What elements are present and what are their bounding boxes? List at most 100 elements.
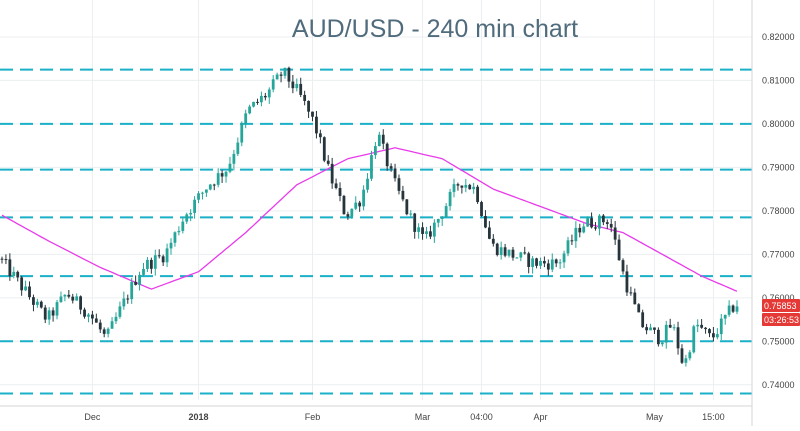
- candle-body: [260, 95, 263, 103]
- candle-body: [32, 297, 35, 305]
- candle-body: [43, 307, 47, 320]
- candle-body: [535, 258, 538, 266]
- candle-body: [708, 329, 711, 334]
- candle-body: [59, 296, 63, 303]
- candle-body: [637, 304, 641, 313]
- candle-body: [653, 327, 656, 330]
- candle-body: [696, 324, 700, 327]
- candle-body: [393, 168, 397, 179]
- candle-body: [495, 243, 499, 256]
- candle-body: [39, 301, 43, 308]
- candle-body: [429, 231, 432, 237]
- candle-body: [456, 184, 460, 186]
- candle-body: [381, 134, 385, 144]
- candles-layer: [0, 66, 739, 367]
- candle-body: [146, 259, 149, 269]
- candle-body: [633, 292, 637, 305]
- candle-body: [232, 153, 236, 164]
- candle-body: [224, 171, 228, 177]
- candle-body: [263, 95, 267, 98]
- candle-body: [185, 214, 189, 222]
- candle-body: [228, 163, 232, 172]
- candle-body: [208, 184, 212, 190]
- candle-body: [562, 253, 566, 263]
- candle-body: [189, 212, 193, 215]
- candle-body: [197, 193, 200, 200]
- candle-body: [401, 190, 405, 200]
- candle-body: [153, 255, 157, 269]
- candle-body: [110, 321, 114, 329]
- candle-body: [448, 191, 452, 207]
- x-tick-label: Mar: [415, 412, 431, 422]
- candle-body: [385, 143, 389, 167]
- candle-body: [244, 113, 248, 124]
- candle-body: [554, 259, 558, 264]
- y-tick-label: 0.77000: [762, 249, 795, 259]
- candle-body: [256, 101, 259, 103]
- candle-body: [354, 202, 358, 209]
- candle-body: [318, 133, 322, 138]
- candle-body: [63, 294, 67, 297]
- candle-body: [79, 296, 83, 310]
- candle-body: [712, 333, 715, 338]
- candle-body: [515, 257, 519, 259]
- candle-body: [287, 67, 291, 82]
- candle-body: [723, 314, 727, 319]
- candle-body: [601, 215, 605, 223]
- candle-body: [126, 298, 130, 300]
- candle-body: [436, 218, 440, 223]
- candle-body: [220, 173, 224, 177]
- candle-body: [98, 322, 102, 330]
- candle-body: [334, 183, 338, 189]
- candle-body: [523, 252, 527, 254]
- candle-body: [279, 74, 283, 76]
- candle-body: [267, 89, 271, 98]
- candle-body: [252, 101, 255, 107]
- candle-body: [605, 222, 609, 224]
- candle-body: [413, 213, 417, 232]
- y-tick-label: 0.75000: [762, 336, 795, 346]
- candle-body: [460, 185, 464, 188]
- candle-body: [28, 286, 31, 298]
- x-tick-label: Apr: [533, 412, 547, 422]
- x-tick-label: 04:00: [470, 412, 493, 422]
- candle-body: [539, 260, 542, 266]
- y-tick-label: 0.78000: [762, 206, 795, 216]
- candle-body: [71, 296, 75, 301]
- candle-body: [67, 294, 71, 297]
- candle-body: [322, 137, 326, 161]
- candle-body: [20, 277, 24, 291]
- candle-body: [350, 208, 354, 217]
- candle-body: [240, 123, 244, 143]
- candle-body: [342, 195, 346, 215]
- candle-body: [704, 327, 707, 330]
- candle-body: [338, 188, 342, 196]
- candle-body: [550, 259, 554, 270]
- candle-body: [330, 163, 334, 184]
- candle-body: [161, 256, 165, 263]
- candle-body: [676, 327, 680, 349]
- price-tag-bg: [762, 299, 800, 312]
- candle-body: [664, 324, 668, 343]
- candle-body: [134, 281, 138, 285]
- candle-body: [346, 214, 350, 217]
- candle-body: [464, 184, 468, 188]
- candle-body: [617, 239, 621, 261]
- candle-body: [590, 218, 593, 228]
- candle-body: [519, 252, 523, 258]
- y-tick-label: 0.81000: [762, 75, 795, 85]
- candle-body: [271, 79, 275, 90]
- y-tick-label: 0.74000: [762, 380, 795, 390]
- candle-body: [283, 67, 287, 76]
- candle-body: [366, 178, 369, 190]
- candle-body: [118, 306, 122, 317]
- x-tick-label: May: [646, 412, 664, 422]
- candle-body: [672, 327, 676, 329]
- candle-body: [421, 227, 424, 234]
- candle-body: [582, 226, 586, 233]
- candle-body: [130, 281, 134, 300]
- candle-body: [491, 238, 495, 244]
- candle-body: [499, 247, 503, 256]
- candle-body: [373, 146, 377, 156]
- candle-body: [452, 184, 456, 192]
